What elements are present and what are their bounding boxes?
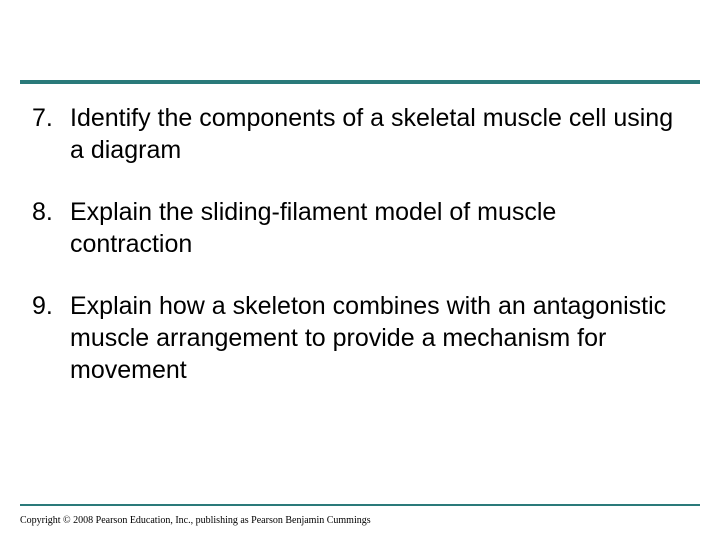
content-area: Identify the components of a skeletal mu… xyxy=(32,102,680,416)
objectives-list: Identify the components of a skeletal mu… xyxy=(32,102,680,386)
bottom-divider xyxy=(20,504,700,506)
copyright-text: Copyright © 2008 Pearson Education, Inc.… xyxy=(20,515,371,526)
list-item: Explain the sliding-filament model of mu… xyxy=(32,196,680,260)
slide: Identify the components of a skeletal mu… xyxy=(0,0,720,540)
top-divider xyxy=(20,80,700,84)
list-item: Explain how a skeleton combines with an … xyxy=(32,290,680,386)
list-item: Identify the components of a skeletal mu… xyxy=(32,102,680,166)
